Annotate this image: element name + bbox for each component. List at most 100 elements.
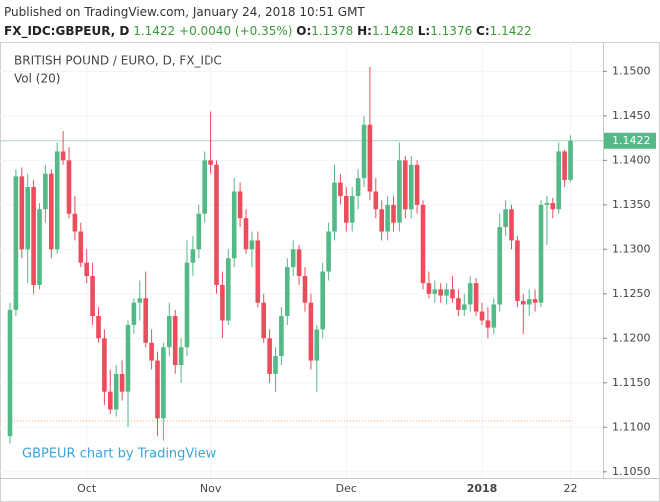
candle-body	[467, 283, 473, 305]
candle-body	[391, 204, 396, 223]
y-tick-label: 1.1300	[612, 242, 651, 255]
candle-body	[279, 316, 284, 357]
candle-body	[161, 347, 166, 419]
candle-body	[338, 182, 343, 196]
candle-body	[568, 140, 573, 180]
candle-body	[355, 178, 361, 196]
chart-subtitle: Vol (20)	[14, 72, 60, 86]
candle-body	[214, 164, 219, 285]
candle-body	[509, 209, 514, 241]
candle-body	[102, 338, 107, 392]
y-tick-label: 1.1350	[612, 198, 651, 211]
candle-body	[285, 267, 290, 317]
candle-body	[131, 302, 137, 325]
candle-body	[349, 195, 355, 223]
candle-body	[296, 249, 302, 277]
candle-body	[473, 283, 479, 312]
candle-body	[155, 360, 160, 419]
candle-body	[220, 284, 225, 321]
candle-body	[66, 160, 72, 214]
quote-line: FX_IDC:GBPEUR, D 1.1422 +0.0040 (+0.35%)…	[4, 22, 532, 41]
candle-body	[184, 262, 190, 348]
candle-body	[119, 373, 125, 392]
last: 1.1422	[133, 24, 176, 38]
candle-body	[49, 173, 54, 250]
y-tick-label: 1.1200	[612, 331, 651, 344]
published: Published on TradingView.com, January 24…	[4, 5, 365, 19]
y-tick-label: 1.1050	[612, 465, 651, 478]
symbol: FX_IDC:GBPEUR, D	[4, 24, 130, 38]
candle-body	[267, 338, 272, 374]
o-label: O:	[296, 24, 312, 38]
candle-body	[562, 151, 567, 180]
y-tick-label: 1.1150	[612, 376, 651, 389]
header: Published on TradingView.com, January 24…	[4, 3, 532, 41]
chart-title: BRITISH POUND / EURO, D, FX_IDC	[14, 54, 222, 68]
change: +0.0040 (+0.35%)	[179, 24, 293, 38]
x-tick-label: Nov	[200, 482, 222, 495]
c-label: C:	[476, 24, 490, 38]
last-price-box	[604, 132, 656, 149]
h-label: H:	[357, 24, 372, 38]
candle-body	[403, 160, 408, 210]
l-label: L:	[417, 24, 431, 38]
frame	[0, 42, 660, 502]
candle-body	[137, 298, 143, 303]
candle-body	[143, 298, 148, 343]
candle-body	[361, 124, 367, 179]
candle-body	[190, 249, 196, 263]
x-tick-label: Dec	[336, 482, 357, 495]
watermark: GBPEUR chart by TradingView	[22, 447, 217, 462]
candle-body	[31, 187, 36, 285]
candle-body	[108, 391, 113, 410]
candle-body	[113, 373, 119, 410]
candle-body	[172, 316, 178, 365]
candle-body	[326, 231, 331, 272]
candle-body	[96, 316, 101, 339]
candle-body	[373, 191, 379, 210]
candle-body	[379, 209, 384, 232]
candle-body	[420, 204, 426, 284]
candle-body	[426, 283, 432, 294]
candle-body	[78, 231, 84, 263]
candle-body	[19, 176, 25, 250]
candle-body	[125, 324, 131, 392]
candle-body	[414, 164, 420, 205]
y-tick-label: 1.1400	[612, 153, 651, 166]
candle-body	[196, 213, 202, 250]
candle-body	[261, 302, 266, 339]
candle-body	[226, 258, 231, 321]
candle-body	[302, 276, 308, 303]
candle-body	[462, 304, 467, 310]
candle-body	[521, 300, 526, 305]
y-tick-label: 1.1250	[612, 287, 651, 300]
candle-body	[255, 240, 261, 303]
candle-body	[515, 240, 520, 301]
c: 1.1422	[489, 24, 532, 38]
candle-body	[25, 187, 30, 250]
candle-body	[308, 302, 314, 361]
candle-body	[456, 298, 461, 310]
candle-body	[167, 316, 172, 348]
candle-body	[544, 203, 550, 205]
candle-body	[320, 271, 325, 330]
candle-body	[231, 191, 237, 259]
candle-body	[60, 151, 66, 161]
candle-body	[178, 347, 184, 365]
candle-body	[479, 311, 485, 321]
candle-body	[432, 289, 438, 294]
candle-body	[84, 262, 89, 277]
candle-body	[314, 329, 320, 361]
y-tick-label: 1.1100	[612, 420, 651, 433]
candle-body	[526, 299, 532, 305]
candle-body	[208, 160, 213, 165]
candle-body	[90, 276, 95, 317]
candle-body	[491, 304, 497, 328]
candle-body	[408, 164, 414, 210]
l: 1.1376	[430, 24, 473, 38]
h: 1.1428	[371, 24, 414, 38]
candle-body	[249, 240, 255, 250]
candle-body	[497, 227, 502, 305]
